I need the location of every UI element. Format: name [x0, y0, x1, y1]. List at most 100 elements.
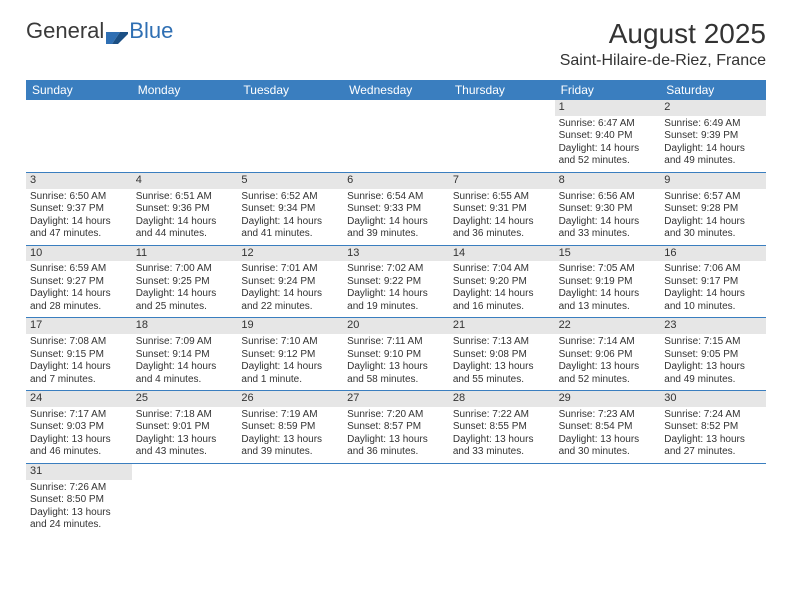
daylight-text: Daylight: 14 hours and 36 minutes. [453, 216, 551, 241]
daylight-text: Daylight: 13 hours and 39 minutes. [241, 434, 339, 459]
day-cell: 31Sunrise: 7:26 AMSunset: 8:50 PMDayligh… [26, 464, 132, 536]
weekday-header: Sunday Monday Tuesday Wednesday Thursday… [26, 80, 766, 100]
sunrise-text: Sunrise: 6:57 AM [664, 191, 762, 204]
sunset-text: Sunset: 9:01 PM [136, 421, 234, 434]
daylight-text: Daylight: 14 hours and 28 minutes. [30, 288, 128, 313]
day-cell: 23Sunrise: 7:15 AMSunset: 9:05 PMDayligh… [660, 318, 766, 390]
dayhead-thu: Thursday [449, 80, 555, 100]
sunrise-text: Sunrise: 7:00 AM [136, 263, 234, 276]
dayhead-sat: Saturday [660, 80, 766, 100]
day-cell: 21Sunrise: 7:13 AMSunset: 9:08 PMDayligh… [449, 318, 555, 390]
sunset-text: Sunset: 9:30 PM [559, 203, 657, 216]
sunrise-text: Sunrise: 7:17 AM [30, 409, 128, 422]
daylight-text: Daylight: 13 hours and 36 minutes. [347, 434, 445, 459]
sunset-text: Sunset: 8:52 PM [664, 421, 762, 434]
daylight-text: Daylight: 13 hours and 55 minutes. [453, 361, 551, 386]
daylight-text: Daylight: 14 hours and 52 minutes. [559, 143, 657, 168]
day-cell [660, 464, 766, 536]
day-cell: 15Sunrise: 7:05 AMSunset: 9:19 PMDayligh… [555, 246, 661, 318]
sunrise-text: Sunrise: 7:22 AM [453, 409, 551, 422]
calendar-grid: 1Sunrise: 6:47 AMSunset: 9:40 PMDaylight… [26, 100, 766, 536]
sunset-text: Sunset: 9:40 PM [559, 130, 657, 143]
day-number: 2 [660, 100, 766, 116]
day-cell: 25Sunrise: 7:18 AMSunset: 9:01 PMDayligh… [132, 391, 238, 463]
sunrise-text: Sunrise: 7:18 AM [136, 409, 234, 422]
sunset-text: Sunset: 8:59 PM [241, 421, 339, 434]
day-number: 16 [660, 246, 766, 262]
day-number: 3 [26, 173, 132, 189]
week-row: 10Sunrise: 6:59 AMSunset: 9:27 PMDayligh… [26, 246, 766, 319]
day-number: 31 [26, 464, 132, 480]
week-row: 31Sunrise: 7:26 AMSunset: 8:50 PMDayligh… [26, 464, 766, 536]
day-cell [449, 100, 555, 172]
daylight-text: Daylight: 13 hours and 46 minutes. [30, 434, 128, 459]
dayhead-wed: Wednesday [343, 80, 449, 100]
day-number: 11 [132, 246, 238, 262]
sunrise-text: Sunrise: 7:26 AM [30, 482, 128, 495]
week-row: 1Sunrise: 6:47 AMSunset: 9:40 PMDaylight… [26, 100, 766, 173]
sunset-text: Sunset: 9:31 PM [453, 203, 551, 216]
day-cell: 20Sunrise: 7:11 AMSunset: 9:10 PMDayligh… [343, 318, 449, 390]
sunset-text: Sunset: 9:28 PM [664, 203, 762, 216]
week-row: 17Sunrise: 7:08 AMSunset: 9:15 PMDayligh… [26, 318, 766, 391]
sunrise-text: Sunrise: 6:56 AM [559, 191, 657, 204]
sunrise-text: Sunrise: 7:20 AM [347, 409, 445, 422]
sunset-text: Sunset: 9:19 PM [559, 276, 657, 289]
day-cell: 7Sunrise: 6:55 AMSunset: 9:31 PMDaylight… [449, 173, 555, 245]
sunrise-text: Sunrise: 7:15 AM [664, 336, 762, 349]
day-cell [449, 464, 555, 536]
sunset-text: Sunset: 9:27 PM [30, 276, 128, 289]
daylight-text: Daylight: 14 hours and 30 minutes. [664, 216, 762, 241]
logo: General Blue [26, 18, 173, 44]
day-number: 6 [343, 173, 449, 189]
daylight-text: Daylight: 13 hours and 30 minutes. [559, 434, 657, 459]
day-number: 27 [343, 391, 449, 407]
sunrise-text: Sunrise: 7:09 AM [136, 336, 234, 349]
daylight-text: Daylight: 14 hours and 47 minutes. [30, 216, 128, 241]
day-cell [132, 100, 238, 172]
month-title: August 2025 [560, 18, 766, 50]
day-cell: 27Sunrise: 7:20 AMSunset: 8:57 PMDayligh… [343, 391, 449, 463]
day-number: 4 [132, 173, 238, 189]
day-cell: 12Sunrise: 7:01 AMSunset: 9:24 PMDayligh… [237, 246, 343, 318]
day-number: 28 [449, 391, 555, 407]
day-cell: 13Sunrise: 7:02 AMSunset: 9:22 PMDayligh… [343, 246, 449, 318]
day-cell [132, 464, 238, 536]
day-number: 9 [660, 173, 766, 189]
daylight-text: Daylight: 14 hours and 1 minute. [241, 361, 339, 386]
day-number: 29 [555, 391, 661, 407]
day-cell: 28Sunrise: 7:22 AMSunset: 8:55 PMDayligh… [449, 391, 555, 463]
day-number: 17 [26, 318, 132, 334]
day-number: 13 [343, 246, 449, 262]
day-number: 23 [660, 318, 766, 334]
sunset-text: Sunset: 9:15 PM [30, 349, 128, 362]
day-cell: 1Sunrise: 6:47 AMSunset: 9:40 PMDaylight… [555, 100, 661, 172]
dayhead-fri: Friday [555, 80, 661, 100]
sunrise-text: Sunrise: 7:04 AM [453, 263, 551, 276]
sunset-text: Sunset: 9:06 PM [559, 349, 657, 362]
day-cell [555, 464, 661, 536]
page: General Blue August 2025 Saint-Hilaire-d… [0, 0, 792, 546]
day-cell [343, 464, 449, 536]
daylight-text: Daylight: 14 hours and 22 minutes. [241, 288, 339, 313]
daylight-text: Daylight: 14 hours and 39 minutes. [347, 216, 445, 241]
daylight-text: Daylight: 13 hours and 49 minutes. [664, 361, 762, 386]
location: Saint-Hilaire-de-Riez, France [560, 52, 766, 70]
sunrise-text: Sunrise: 6:52 AM [241, 191, 339, 204]
day-cell: 2Sunrise: 6:49 AMSunset: 9:39 PMDaylight… [660, 100, 766, 172]
title-block: August 2025 Saint-Hilaire-de-Riez, Franc… [560, 18, 766, 70]
daylight-text: Daylight: 14 hours and 7 minutes. [30, 361, 128, 386]
sunrise-text: Sunrise: 7:05 AM [559, 263, 657, 276]
day-number: 25 [132, 391, 238, 407]
sunrise-text: Sunrise: 7:10 AM [241, 336, 339, 349]
daylight-text: Daylight: 14 hours and 33 minutes. [559, 216, 657, 241]
logo-text-2: Blue [129, 18, 173, 44]
sunset-text: Sunset: 9:08 PM [453, 349, 551, 362]
day-number: 8 [555, 173, 661, 189]
week-row: 3Sunrise: 6:50 AMSunset: 9:37 PMDaylight… [26, 173, 766, 246]
sunset-text: Sunset: 9:10 PM [347, 349, 445, 362]
sunset-text: Sunset: 8:50 PM [30, 494, 128, 507]
sunset-text: Sunset: 9:22 PM [347, 276, 445, 289]
sunrise-text: Sunrise: 7:01 AM [241, 263, 339, 276]
day-cell: 16Sunrise: 7:06 AMSunset: 9:17 PMDayligh… [660, 246, 766, 318]
